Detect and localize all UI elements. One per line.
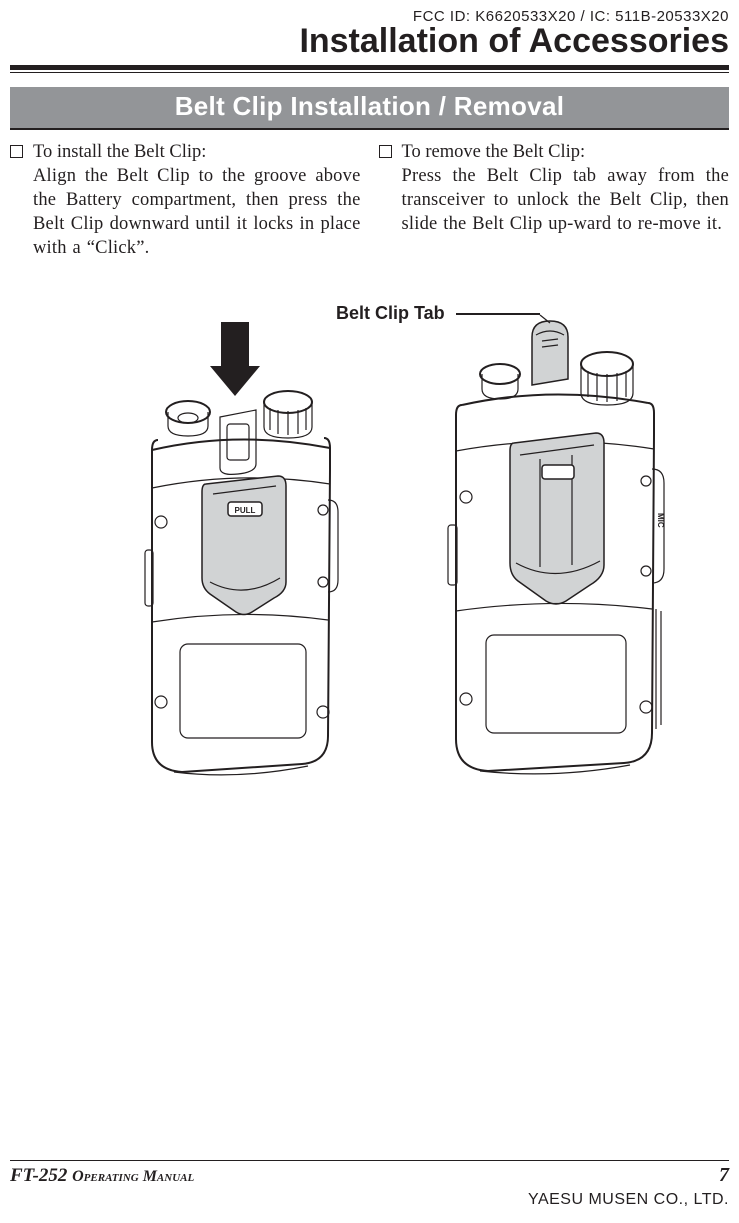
remove-item: To remove the Belt Clip: Press the Belt … <box>379 140 730 236</box>
remove-text: Press the Belt Clip tab away from the tr… <box>402 164 730 236</box>
title-rule-thin <box>10 72 729 73</box>
bullet-box-icon <box>379 145 392 158</box>
two-column-body: To install the Belt Clip: Align the Belt… <box>10 140 729 260</box>
svg-text:MIC: MIC <box>656 513 665 528</box>
footer-manual: Operating Manual <box>72 1168 194 1185</box>
section-banner: Belt Clip Installation / Removal <box>10 87 729 130</box>
footer-model: FT-252 <box>10 1165 72 1186</box>
left-column: To install the Belt Clip: Align the Belt… <box>10 140 361 260</box>
install-text: Align the Belt Clip to the groove above … <box>33 164 361 260</box>
footer-page-number: 7 <box>719 1164 729 1187</box>
figure-install: PULL <box>128 322 358 782</box>
footer-company: YAESU MUSEN CO., LTD. <box>10 1191 729 1209</box>
bullet-box-icon <box>10 145 23 158</box>
footer-rule <box>10 1160 729 1162</box>
page-title: Installation of Accessories <box>10 22 729 61</box>
svg-text:PULL: PULL <box>235 506 256 515</box>
title-rule-thick <box>10 65 729 70</box>
right-column: To remove the Belt Clip: Press the Belt … <box>379 140 730 260</box>
remove-title: To remove the Belt Clip: <box>402 140 730 164</box>
page-footer: FT-252 Operating Manual 7 YAESU MUSEN CO… <box>10 1160 729 1210</box>
belt-clip-tab-label: Belt Clip Tab <box>336 303 445 324</box>
install-item: To install the Belt Clip: Align the Belt… <box>10 140 361 260</box>
footer-model-manual: FT-252 Operating Manual <box>10 1165 194 1187</box>
install-title: To install the Belt Clip: <box>33 140 361 164</box>
down-arrow-icon <box>210 322 260 396</box>
figure-remove: MIC <box>432 309 702 789</box>
figures-area: Belt Clip Tab <box>10 296 729 806</box>
